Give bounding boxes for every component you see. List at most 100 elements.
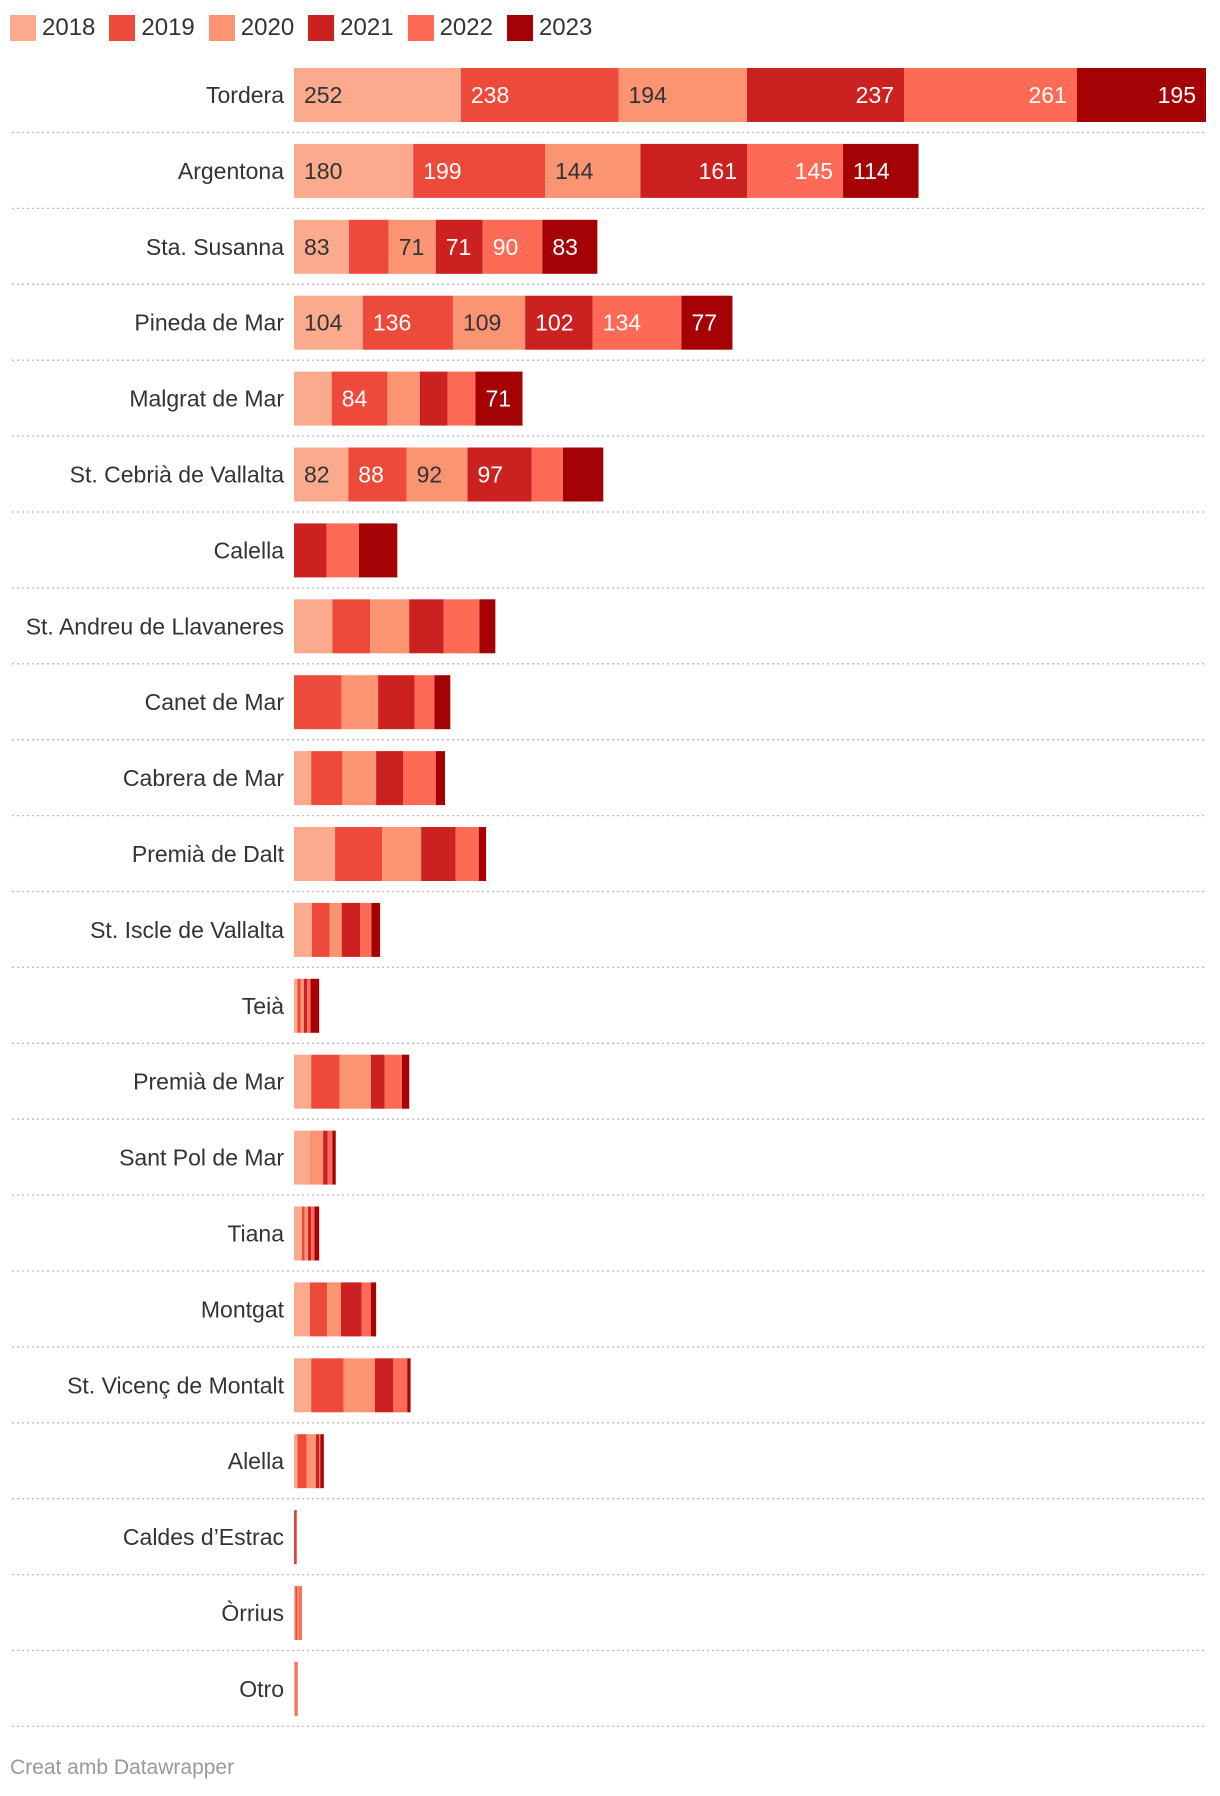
- bar-segment-2022: [319, 1434, 321, 1489]
- legend-item-2020: 2020: [208, 14, 295, 42]
- bar-segment-2021: [376, 751, 404, 806]
- bar-row: Òrrius: [12, 1586, 1206, 1652]
- data-label: 134: [603, 310, 642, 336]
- row-label: Premià de Dalt: [132, 841, 285, 867]
- bar-row: St. Cebrià de Vallalta 82 88 92 97: [12, 447, 1206, 513]
- bar-segment-2020: [300, 978, 304, 1033]
- row-label: Montgat: [201, 1296, 285, 1322]
- legend-swatch: [308, 15, 335, 41]
- bar-segment-2022: [447, 371, 476, 426]
- bar-segment-2019: [297, 1434, 307, 1489]
- bar-segment-2018: [294, 1054, 312, 1109]
- legend-item-2023: 2023: [506, 14, 592, 42]
- data-label: 77: [691, 310, 717, 336]
- bar-row: St. Vicenç de Montalt: [12, 1358, 1206, 1424]
- bar-segment-2020: [452, 295, 526, 350]
- bar-segment-2021: [315, 1434, 320, 1489]
- legend-label: 2018: [42, 14, 96, 41]
- legend-item-2019: 2019: [109, 14, 195, 42]
- bar-segment-2021: [341, 902, 361, 957]
- bar-segment-2020: [329, 902, 342, 957]
- legend-label: 2020: [240, 14, 295, 41]
- legend-swatch: [10, 15, 36, 41]
- bar-segment-2020: [370, 599, 410, 654]
- data-label: 237: [856, 82, 894, 108]
- bar-segment-2020: [388, 219, 436, 274]
- bar-row: Cabrera de Mar: [12, 751, 1206, 817]
- bar-segment-2019: [413, 143, 546, 198]
- bar-segment-2018: [294, 751, 312, 806]
- data-label: 82: [304, 462, 330, 488]
- legend-item-2022: 2022: [407, 14, 493, 42]
- bar-row: Caldes d’Estrac: [12, 1510, 1206, 1576]
- bar-segment-2018: [294, 371, 332, 426]
- bar-segment-2019: [335, 827, 383, 881]
- bar-segment-2022: [311, 1206, 315, 1261]
- bar-row: Alella: [12, 1434, 1206, 1500]
- bar-segment-2022: [327, 1130, 333, 1185]
- bar-segment-2021: [341, 1282, 362, 1337]
- row-label: Otro: [239, 1676, 284, 1702]
- bar-segment-2022: [443, 599, 480, 654]
- bar-segment-2023: [314, 1206, 320, 1261]
- bar-segment-2020: [297, 1586, 299, 1640]
- data-label: 136: [373, 310, 411, 336]
- bar-segment-2019: [297, 978, 301, 1033]
- data-label: 252: [304, 82, 342, 108]
- bar-segment-2023: [542, 219, 598, 274]
- data-label: 71: [446, 234, 472, 260]
- bar-segment-2020: [296, 1661, 298, 1716]
- bar-segment-2019: [348, 219, 389, 274]
- bar-segment-2019: [311, 1054, 340, 1109]
- bar-segment-2018: [294, 1586, 296, 1640]
- bar-segment-2022: [531, 447, 563, 502]
- datawrapper-credit[interactable]: Creat amb Datawrapper: [10, 1756, 235, 1779]
- data-label: 102: [535, 310, 573, 336]
- row-label: Tordera: [206, 82, 284, 108]
- data-label: 161: [699, 158, 737, 184]
- bar-segment-2021: [747, 68, 904, 122]
- bar-segment-2023: [479, 599, 496, 654]
- bar-segment-2022: [360, 902, 372, 957]
- bar-segment-2018: [294, 827, 336, 881]
- bar-row: Argentona 180 199 144 161 145 114: [12, 143, 1206, 210]
- bar-row: Calella: [12, 523, 1206, 589]
- bar-segment-2019: [294, 675, 342, 730]
- legend: 2018 2019 2020 2021 2022 2023: [10, 11, 606, 45]
- bar-segment-2019: [295, 1661, 297, 1716]
- row-label: Calella: [214, 537, 285, 563]
- bar-segment-2023: [332, 1130, 336, 1185]
- bar-segment-2019: [311, 1358, 344, 1413]
- bar-segment-2023: [320, 1434, 324, 1489]
- bar-row: Premià de Dalt: [12, 827, 1206, 893]
- row-label: St. Andreu de Llavaneres: [26, 613, 284, 639]
- bar-row: Premià de Mar: [12, 1054, 1206, 1120]
- bar-segment-2023: [401, 1054, 410, 1109]
- bar-row: Pineda de Mar 104 136 109 102 134 77: [12, 295, 1206, 361]
- bar-segment-2019: [309, 1282, 328, 1337]
- bar-segment-2021: [323, 1130, 328, 1185]
- bar-segment-2019: [311, 902, 330, 957]
- bar-segment-2019: [294, 1510, 296, 1565]
- row-label: Cabrera de Mar: [123, 765, 284, 791]
- bar-segment-2023: [843, 143, 919, 198]
- bar-segment-2020: [341, 675, 379, 730]
- data-label: 92: [417, 462, 443, 488]
- bar-segment-2021: [295, 1510, 297, 1565]
- bar-segment-2021: [294, 523, 327, 578]
- bar-row: St. Iscle de Vallalta: [12, 902, 1206, 969]
- bar-segment-2022: [393, 1358, 408, 1413]
- row-label: Argentona: [178, 158, 284, 184]
- row-label: St. Iscle de Vallalta: [90, 917, 284, 943]
- data-label: 145: [795, 158, 833, 184]
- bar-segment-2022: [307, 978, 311, 1033]
- bar-segment-2022: [384, 1054, 402, 1109]
- bar-segment-2022: [414, 675, 435, 730]
- data-label: 238: [471, 82, 509, 108]
- data-label: 144: [555, 158, 594, 184]
- bar-row: Canet de Mar: [12, 675, 1206, 741]
- bar-segment-2019: [348, 447, 407, 502]
- bar-segment-2020: [382, 827, 422, 881]
- bar-segment-2021: [467, 447, 532, 502]
- bar-row: St. Andreu de Llavaneres: [12, 599, 1206, 665]
